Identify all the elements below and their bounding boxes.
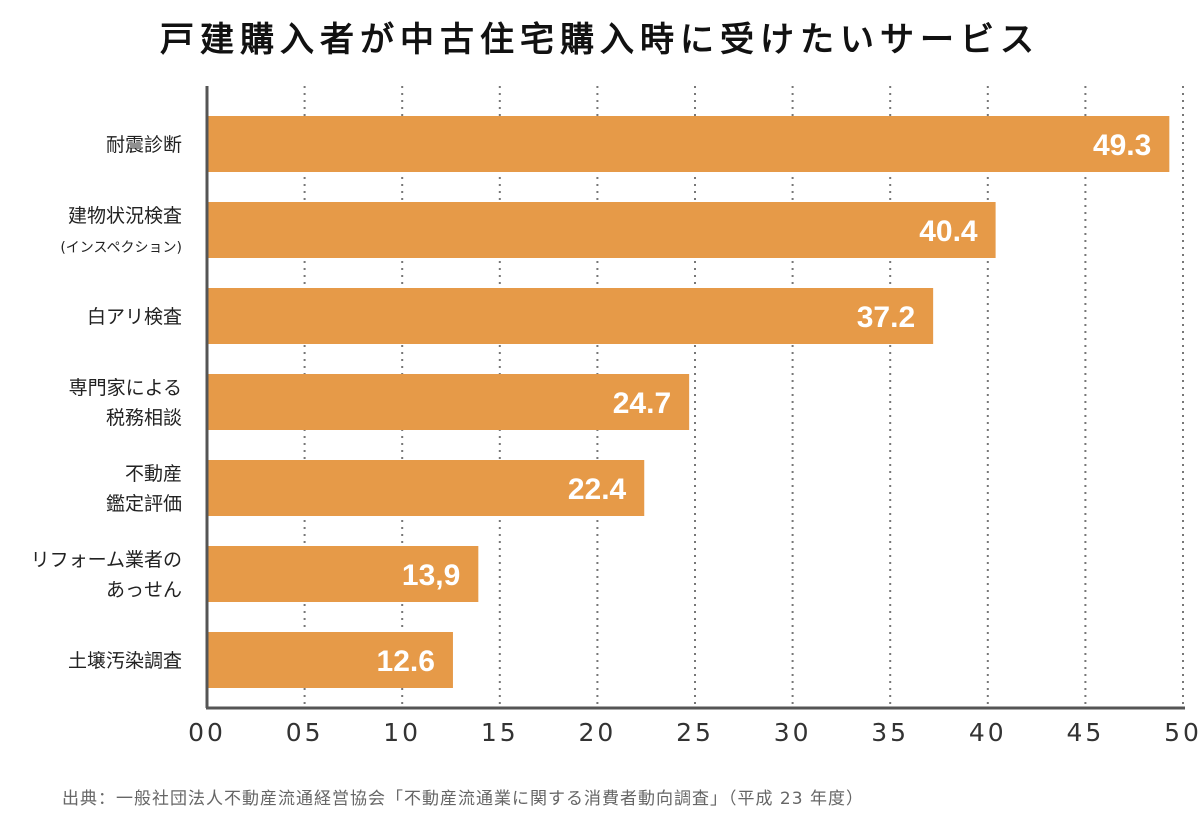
bar bbox=[207, 632, 453, 688]
value-label: 22.4 bbox=[568, 473, 627, 506]
category-label: 建物状況検査 bbox=[68, 205, 182, 227]
x-tick-label: 20 bbox=[578, 718, 616, 747]
value-label: 24.7 bbox=[613, 387, 671, 420]
x-tick-label: 30 bbox=[774, 718, 812, 747]
x-tick-label: 25 bbox=[676, 718, 714, 747]
x-tick-label: 40 bbox=[969, 718, 1007, 747]
x-tick-label: 35 bbox=[871, 718, 909, 747]
bars bbox=[207, 116, 1170, 688]
x-tick-label: 00 bbox=[188, 718, 226, 747]
value-label: 37.2 bbox=[857, 301, 915, 334]
labels: 00 05 10 15 20 25 30 35 40 45 50 49.3 耐震診断 40.4 建物状況検査… bbox=[31, 129, 1200, 747]
chart-title: 戸建購入者が中古住宅購入時に受けたいサービス bbox=[160, 20, 1040, 60]
category-label: (インスペクション) bbox=[60, 240, 182, 256]
category-label: あっせん bbox=[106, 579, 182, 601]
value-label: 49.3 bbox=[1093, 129, 1151, 162]
x-tick-label: 15 bbox=[481, 718, 519, 747]
x-tick-label: 05 bbox=[286, 718, 324, 747]
value-label: 40.4 bbox=[919, 215, 978, 248]
bar bbox=[207, 374, 690, 430]
grid-lines bbox=[303, 86, 1184, 708]
bar bbox=[207, 116, 1170, 172]
x-tick-label: 50 bbox=[1164, 718, 1200, 747]
category-label: 専門家による bbox=[69, 377, 182, 399]
category-label: 不動産 bbox=[125, 463, 182, 485]
x-tick-label: 10 bbox=[383, 718, 421, 747]
category-label: 税務相談 bbox=[106, 407, 182, 429]
category-label: 土壌汚染調査 bbox=[68, 650, 182, 672]
category-label: 白アリ検査 bbox=[87, 306, 182, 328]
bar bbox=[207, 288, 934, 344]
bar bbox=[207, 202, 996, 258]
category-label: 鑑定評価 bbox=[106, 493, 182, 515]
axes bbox=[205, 86, 1185, 710]
value-label: 13,9 bbox=[402, 559, 460, 592]
x-tick-label: 45 bbox=[1066, 718, 1104, 747]
category-label: 耐震診断 bbox=[106, 134, 182, 156]
value-label: 12.6 bbox=[377, 645, 435, 678]
source-note: 出典：一般社団法人不動産流通経営協会「不動産流通業に関する消費者動向調査」（平成… bbox=[62, 789, 864, 809]
bar bbox=[207, 546, 479, 602]
category-label: リフォーム業者の bbox=[31, 549, 182, 571]
bar bbox=[207, 460, 645, 516]
